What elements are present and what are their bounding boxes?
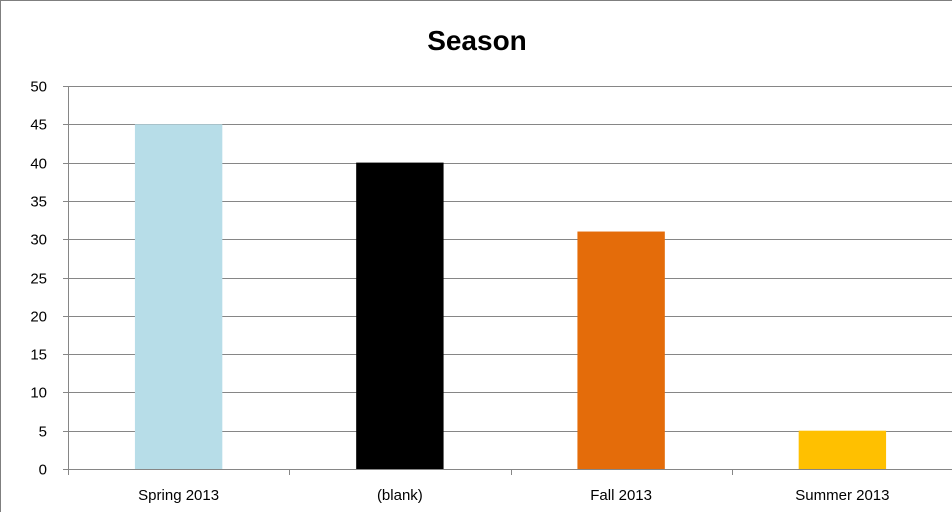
y-tick-label: 15 <box>30 347 47 364</box>
y-tick-labels: 0 5 10 15 20 25 30 35 40 45 50 <box>30 79 47 479</box>
y-tick-label: 25 <box>30 271 47 288</box>
x-tick-label: (blank) <box>377 487 423 504</box>
bars <box>134 124 887 470</box>
x-tick-label: Spring 2013 <box>138 487 219 504</box>
x-tick-label: Summer 2013 <box>795 487 889 504</box>
y-tick-label: 50 <box>30 79 47 96</box>
bar-1 <box>356 162 444 469</box>
bar-0 <box>134 124 223 470</box>
y-tick-label: 35 <box>30 194 47 211</box>
axes <box>63 86 952 475</box>
y-tick-label: 20 <box>30 309 47 326</box>
y-tick-label: 40 <box>30 156 47 173</box>
bar-2 <box>577 231 665 469</box>
y-tick-label: 5 <box>39 424 47 441</box>
x-tick-label: Fall 2013 <box>590 487 652 504</box>
y-tick-label: 30 <box>30 232 47 249</box>
chart-title: Season <box>427 25 527 56</box>
bar-3 <box>798 430 887 469</box>
x-tick-labels: Spring 2013 (blank) Fall 2013 Summer 2013 <box>138 487 889 504</box>
y-tick-label: 10 <box>30 385 47 402</box>
y-tick-label: 0 <box>39 462 47 479</box>
y-tick-label: 45 <box>30 117 47 134</box>
